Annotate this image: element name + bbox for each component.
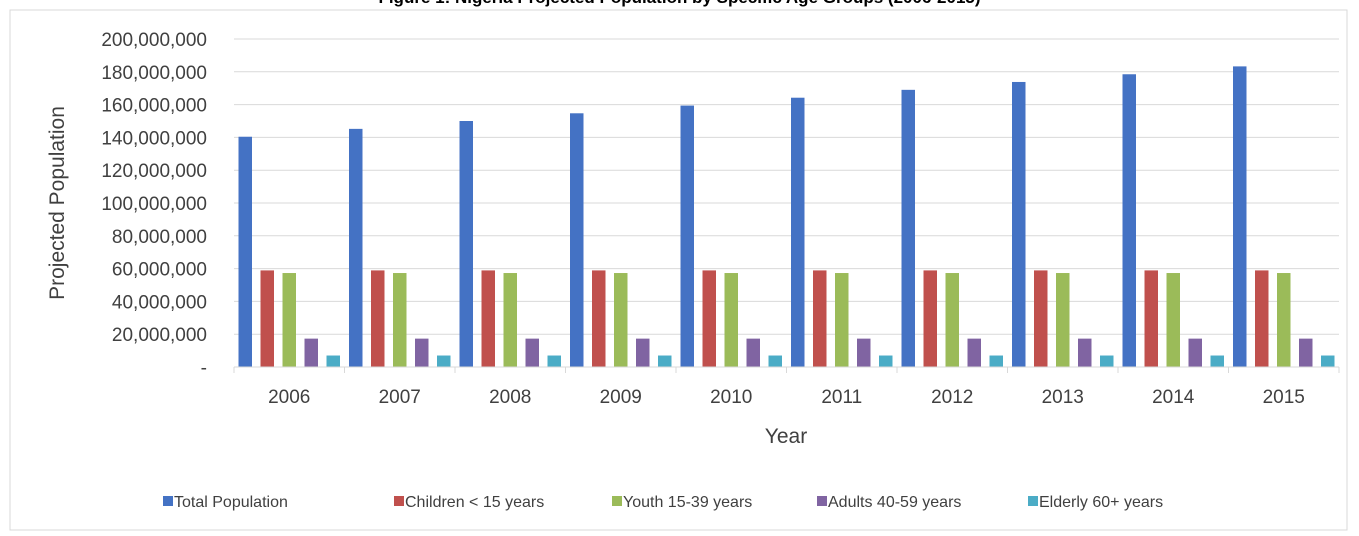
bar bbox=[459, 121, 473, 367]
legend-item: Children < 15 years bbox=[394, 494, 544, 511]
bar bbox=[503, 273, 517, 367]
bar bbox=[592, 270, 606, 367]
x-tick-label: 2015 bbox=[1263, 387, 1305, 408]
legend-item: Adults 40-59 years bbox=[817, 494, 961, 511]
bar bbox=[923, 270, 937, 367]
bar bbox=[724, 273, 738, 367]
bar bbox=[702, 270, 716, 367]
bar bbox=[1144, 270, 1158, 367]
bar bbox=[1100, 355, 1114, 367]
y-tick-label: 140,000,000 bbox=[101, 128, 207, 149]
bar bbox=[680, 105, 694, 368]
bar bbox=[835, 273, 849, 367]
legend-item: Total Population bbox=[163, 494, 288, 511]
bar bbox=[1078, 338, 1092, 367]
bar bbox=[1321, 355, 1335, 367]
bar bbox=[636, 338, 650, 367]
y-tick-label: - bbox=[201, 358, 207, 379]
bar bbox=[1034, 270, 1048, 367]
legend-label: Elderly 60+ years bbox=[1039, 494, 1163, 511]
legend-label: Total Population bbox=[174, 494, 288, 511]
legend-swatch bbox=[394, 496, 404, 506]
legend: Total Population Children < 15 years Youth… bbox=[163, 494, 1163, 511]
bar bbox=[1233, 66, 1247, 367]
bar bbox=[415, 338, 429, 367]
legend-swatch bbox=[1028, 496, 1038, 506]
bar bbox=[1255, 270, 1269, 367]
legend-swatch bbox=[163, 496, 173, 506]
bar bbox=[1012, 81, 1026, 367]
legend-item: Youth 15-39 years bbox=[612, 494, 752, 511]
y-tick-label: 100,000,000 bbox=[101, 194, 207, 215]
bar bbox=[1122, 74, 1136, 367]
x-tick-label: 2008 bbox=[489, 387, 531, 408]
bar bbox=[547, 355, 561, 367]
x-tick-label: 2010 bbox=[710, 387, 752, 408]
bar bbox=[349, 128, 363, 367]
bar bbox=[791, 97, 805, 367]
bar bbox=[238, 136, 252, 367]
bar bbox=[393, 273, 407, 367]
bar bbox=[1166, 273, 1180, 367]
bar bbox=[967, 338, 981, 367]
bar bbox=[304, 338, 318, 367]
bar bbox=[945, 273, 959, 367]
bars bbox=[238, 66, 1335, 368]
bar bbox=[989, 355, 1003, 367]
bar bbox=[813, 270, 827, 367]
bar bbox=[282, 273, 296, 367]
legend-swatch bbox=[817, 496, 827, 506]
bar bbox=[879, 355, 893, 367]
y-tick-label: 200,000,000 bbox=[101, 30, 207, 51]
chart-title: Figure 1: Nigeria Projected Population b… bbox=[0, 0, 1359, 8]
bar bbox=[1277, 273, 1291, 367]
bar bbox=[1056, 273, 1070, 367]
bar bbox=[437, 355, 451, 367]
legend-label: Adults 40-59 years bbox=[828, 494, 961, 511]
bar bbox=[857, 338, 871, 367]
legend-label: Children < 15 years bbox=[405, 494, 544, 511]
bar bbox=[326, 355, 340, 367]
x-tick-label: 2009 bbox=[600, 387, 642, 408]
x-axis-title: Year bbox=[765, 425, 807, 448]
bar bbox=[768, 355, 782, 367]
x-tick-label: 2013 bbox=[1042, 387, 1084, 408]
bar bbox=[525, 338, 539, 367]
y-tick-label: 180,000,000 bbox=[101, 63, 207, 84]
y-tick-label: 20,000,000 bbox=[112, 325, 207, 346]
legend-label: Youth 15-39 years bbox=[623, 494, 752, 511]
bar bbox=[570, 113, 584, 368]
bar bbox=[481, 270, 495, 367]
x-tick-label: 2012 bbox=[931, 387, 973, 408]
bar bbox=[746, 338, 760, 367]
legend-swatch bbox=[612, 496, 622, 506]
x-tick-label: 2011 bbox=[821, 387, 862, 408]
bar bbox=[658, 355, 672, 367]
y-tick-label: 40,000,000 bbox=[112, 292, 207, 313]
bar bbox=[1210, 355, 1224, 367]
x-tick-label: 2014 bbox=[1152, 387, 1195, 408]
bar bbox=[260, 270, 274, 367]
bar bbox=[371, 270, 385, 367]
legend-item: Elderly 60+ years bbox=[1028, 494, 1163, 511]
bar bbox=[1299, 338, 1313, 367]
y-axis-title: Projected Population bbox=[46, 106, 69, 300]
bar bbox=[614, 273, 628, 367]
x-axis: 2006 2007 2008 2009 2010 2011 2012 2013 2014 2015 bbox=[233, 366, 1340, 408]
y-axis-ticks: - 20,000,000 40,000,000 60,000,000 80,000,00… bbox=[101, 30, 207, 379]
bar bbox=[901, 89, 915, 367]
x-tick-label: 2006 bbox=[268, 387, 310, 408]
y-tick-label: 120,000,000 bbox=[101, 161, 207, 182]
y-tick-label: 60,000,000 bbox=[112, 260, 207, 281]
y-tick-label: 160,000,000 bbox=[101, 96, 207, 117]
x-tick-label: 2007 bbox=[379, 387, 421, 408]
bar bbox=[1188, 338, 1202, 367]
y-tick-label: 80,000,000 bbox=[112, 227, 207, 248]
chart-border bbox=[9, 9, 1348, 531]
